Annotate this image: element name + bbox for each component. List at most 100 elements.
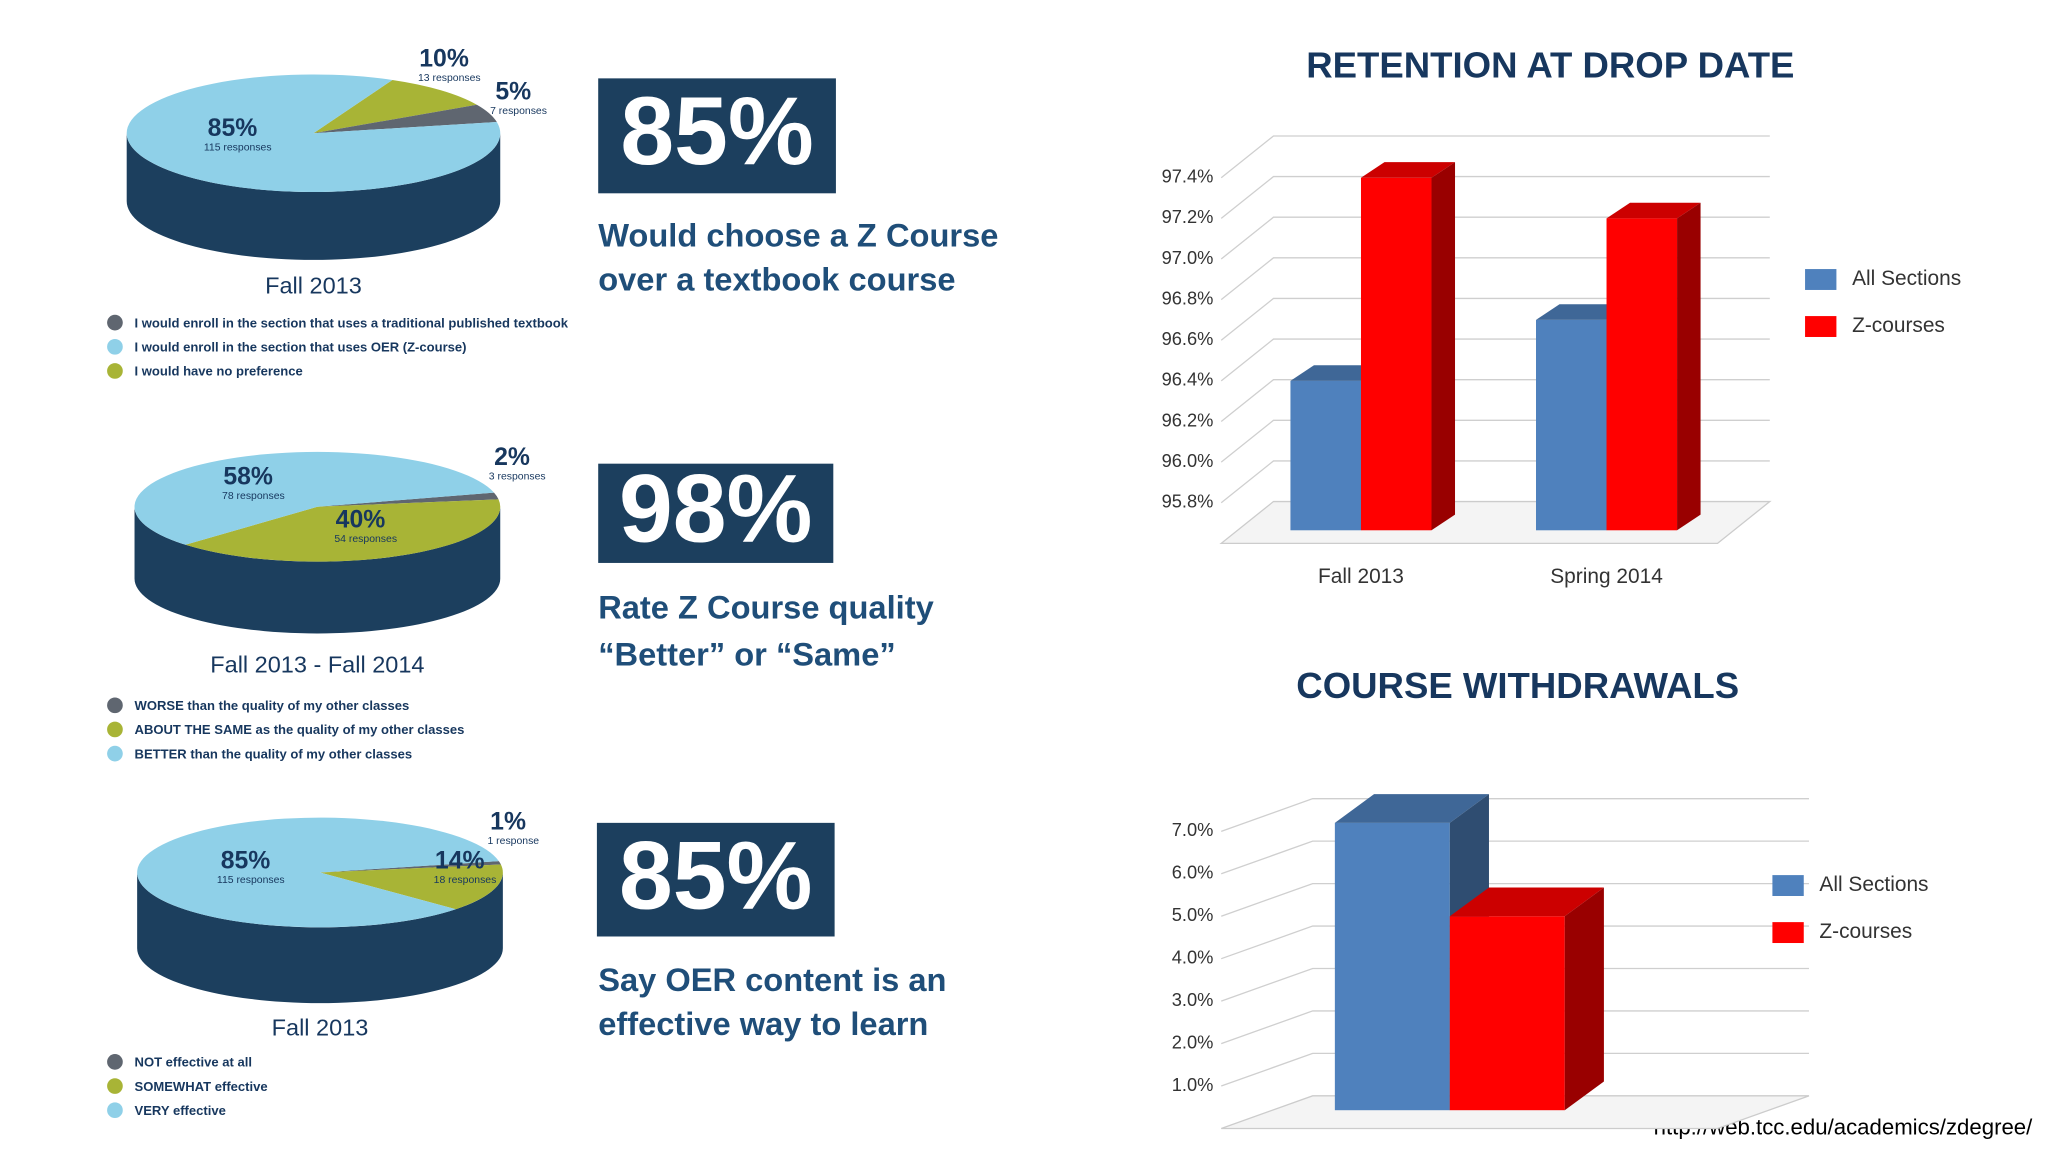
legend-label: NOT effective at all <box>135 1055 252 1070</box>
pie-side <box>126 133 501 260</box>
bar <box>1449 916 1565 1111</box>
bar-top <box>1606 202 1701 219</box>
legend-swatch <box>1805 316 1837 337</box>
pie-slice <box>134 451 495 545</box>
y-tick-label: 97.4% <box>1162 166 1214 187</box>
pie-slice <box>320 864 503 910</box>
grid-line <box>1221 798 1809 832</box>
pie-value-label: 10% <box>419 46 469 73</box>
grid-line <box>1221 925 1809 960</box>
pie-value-label: 85% <box>208 115 258 142</box>
legend-swatch <box>1772 922 1804 944</box>
pie-side <box>137 872 503 1004</box>
chart-title: RETENTION AT DROP DATE <box>1306 45 1794 86</box>
pie-value-label: 14% <box>435 848 485 875</box>
legend-swatch <box>107 697 123 714</box>
grid-line <box>1220 257 1770 301</box>
grid-line <box>1221 967 1809 1002</box>
legend-swatch <box>107 745 123 762</box>
legend-swatch <box>107 314 123 331</box>
bar <box>1360 177 1432 531</box>
caption: effective way to learn <box>598 1005 928 1042</box>
bar <box>1536 319 1607 531</box>
legend-label: SOMEWHAT effective <box>135 1079 268 1094</box>
legend-swatch <box>107 1078 123 1094</box>
pie-value-label: 5% <box>495 78 531 105</box>
bar-top <box>1449 887 1604 917</box>
legend-label: I would enroll in the section that uses … <box>135 315 569 330</box>
chart-title: COURSE WITHDRAWALS <box>1296 665 1739 706</box>
bar-top <box>1536 304 1631 320</box>
legend-swatch <box>107 1054 123 1070</box>
x-tick-label: Spring 2014 <box>1550 565 1663 588</box>
pie-response-label: 115 responses <box>204 142 272 153</box>
legend-swatch <box>107 1102 123 1119</box>
y-tick-label: 6.0% <box>1172 862 1214 883</box>
legend-label: WORSE than the quality of my other class… <box>135 698 410 713</box>
pie-response-label: 78 responses <box>222 491 285 502</box>
pie-value-label: 40% <box>336 507 386 534</box>
y-tick-label: 96.8% <box>1162 287 1214 308</box>
grid-line <box>1220 297 1770 341</box>
pie-title: Fall 2013 <box>265 273 362 299</box>
caption: Rate Z Course quality <box>598 589 934 626</box>
pie-slice <box>313 79 477 134</box>
bar-side <box>1564 887 1604 1111</box>
grid-line <box>1221 1052 1809 1087</box>
y-tick-label: 96.4% <box>1162 369 1214 390</box>
legend-swatch <box>1772 875 1804 896</box>
x-tick-label: Fall 2013 <box>1318 565 1404 588</box>
legend-swatch <box>1805 269 1837 290</box>
legend-label: All Sections <box>1852 267 1961 290</box>
y-tick-label: 1.0% <box>1172 1074 1214 1095</box>
pie-response-label: 18 responses <box>434 875 497 886</box>
bar-top <box>1290 365 1385 381</box>
y-tick-label: 5.0% <box>1172 904 1214 925</box>
pie-response-label: 3 responses <box>489 472 546 483</box>
y-tick-label: 2.0% <box>1172 1031 1214 1052</box>
legend-label: ABOUT THE SAME as the quality of my othe… <box>135 722 465 737</box>
bar <box>1606 218 1678 531</box>
caption: “Better” or “Same” <box>598 636 895 673</box>
legend-swatch <box>107 338 123 355</box>
y-tick-label: 96.6% <box>1162 328 1214 349</box>
bar-top <box>1334 794 1489 823</box>
pie-slice <box>185 499 501 562</box>
grid-line <box>1221 882 1809 917</box>
legend-swatch <box>107 363 123 379</box>
caption: over a textbook course <box>598 261 955 298</box>
pie-value-label: 2% <box>494 444 530 471</box>
y-tick-label: 96.0% <box>1162 450 1214 471</box>
pie-slice <box>137 817 499 928</box>
legend-label: I would enroll in the section that uses … <box>135 340 467 355</box>
bar-side <box>1431 162 1456 531</box>
bar-top <box>1360 162 1456 178</box>
pie-slice <box>126 74 501 192</box>
pie-title: Fall 2013 - Fall 2014 <box>210 651 424 677</box>
grid-line <box>1220 216 1770 260</box>
pie-response-label: 13 responses <box>418 73 481 84</box>
pie-slice <box>320 861 501 873</box>
grid-line <box>1220 135 1770 179</box>
bar <box>1290 380 1361 531</box>
stat: 85% <box>619 822 812 929</box>
y-tick-label: 7.0% <box>1172 819 1214 840</box>
legend-label: Z-courses <box>1819 920 1912 943</box>
caption: Say OER content is an <box>598 961 946 998</box>
pie-value-label: 58% <box>223 464 273 491</box>
pie-slice <box>313 104 497 134</box>
pie-side <box>134 506 501 634</box>
pie-value-label: 1% <box>490 808 526 835</box>
bar <box>1334 822 1450 1111</box>
bar-side <box>1677 202 1701 531</box>
pie-value-label: 85% <box>221 848 271 875</box>
legend-label: BETTER than the quality of my other clas… <box>135 746 413 761</box>
y-tick-label: 4.0% <box>1172 947 1214 968</box>
y-tick-label: 97.2% <box>1162 206 1214 227</box>
y-tick-label: 95.8% <box>1162 491 1214 512</box>
y-tick-label: 97.0% <box>1162 247 1214 268</box>
stat-box <box>598 78 836 194</box>
stat: 85% <box>620 78 813 185</box>
legend-label: All Sections <box>1819 873 1928 896</box>
